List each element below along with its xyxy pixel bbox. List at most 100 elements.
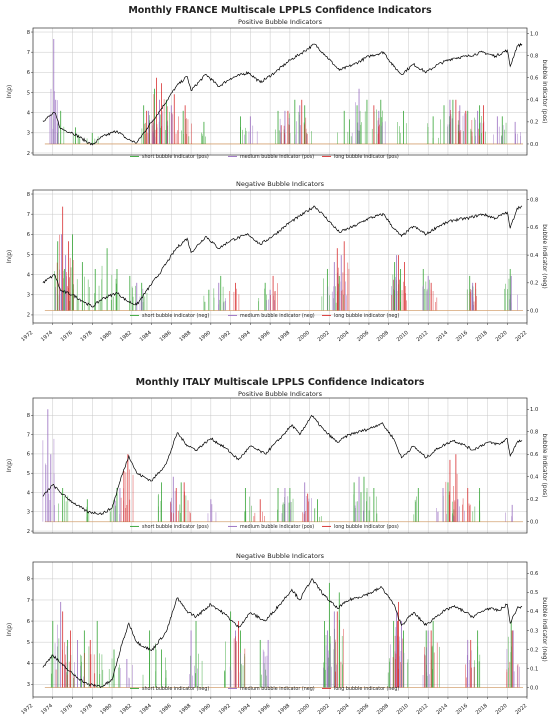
x-tick-label: 2014 [435,329,450,343]
y2-tick-label: 0.6 [530,75,538,81]
plot-area [33,562,527,697]
y2-tick-label: 0.0 [530,308,538,314]
y-tick-label: 6 [27,619,30,625]
y2-tick-label: 0.3 [530,628,538,634]
chart-title: Monthly ITALY Multiscale LPPLS Confidenc… [136,377,425,388]
y-tick-label: 3 [27,682,30,688]
y-axis-label: ln(p) [7,459,13,473]
legend-label: short bubble indicator (pos) [142,524,209,530]
x-tick-label: 1980 [99,330,113,343]
x-tick-label: 1974 [40,702,55,716]
x-tick-label: 1994 [238,329,253,343]
legend-label: medium bubble indicator (neg) [240,686,315,692]
x-tick-label: 1990 [198,330,212,343]
series-short [58,476,481,522]
y2-tick-label: 0.8 [530,53,538,59]
y2-tick-label: 0.2 [530,281,538,287]
x-tick-label: 1996 [257,330,271,343]
legend: short bubble indicator (neg) medium bubbl… [130,313,399,319]
legend-label: short bubble indicator (neg) [142,313,209,319]
y-tick-label: 3 [27,510,30,516]
y2-tick-label: 0.6 [530,571,538,577]
x-tick-label: 1984 [139,702,154,716]
legend-label: long bubble indicator (neg) [334,313,399,319]
panel-subtitle: Negative Bubble Indicators [236,180,325,188]
y2-tick-label: 0.8 [530,197,538,203]
x-tick-label: 1986 [159,330,173,343]
legend: short bubble indicator (pos) medium bubbl… [130,524,399,530]
x-tick-label: 1972 [20,703,34,716]
y2-tick-label: 0.0 [530,520,538,526]
y2-axis-label: bubble indicator (neg) [541,224,547,289]
y2-tick-label: 0.2 [530,647,538,653]
x-tick-label: 2004 [336,702,351,716]
y-tick-label: 2 [27,151,30,157]
series-medium [42,409,513,522]
x-tick-label: 1992 [218,330,232,343]
plot-frame [32,27,528,156]
y2-tick-label: 1.0 [530,407,538,413]
y2-tick-label: 1.0 [530,31,538,37]
y2-tick-label: 0.4 [530,475,539,481]
y-tick-label: 5 [27,640,30,646]
x-tick-label: 2022 [514,703,528,716]
y-tick-label: 6 [27,70,30,76]
y2-tick-label: 0.4 [530,98,539,104]
y-tick-label: 3 [27,131,30,137]
panel-1: Negative Bubble Indicators 2 3 4 5 6 7 8 0.0 0.2 0… [7,180,547,343]
x-tick-label: 1972 [20,330,34,343]
y-tick-label: 8 [27,192,30,198]
panel-subtitle: Positive Bubble Indicators [238,18,323,26]
x-tick-label: 1982 [119,330,133,343]
plot-area [33,190,527,323]
x-tick-label: 1988 [178,330,192,343]
y-tick-label: 2 [27,313,30,319]
x-tick-label: 2012 [416,330,430,343]
x-tick-label: 2020 [495,703,509,716]
x-tick-label: 2018 [475,330,489,343]
legend-label: medium bubble indicator (pos) [240,154,314,160]
y-tick-label: 8 [27,413,30,419]
y-tick-label: 5 [27,471,30,477]
plot-frame [32,189,528,324]
y-tick-label: 7 [27,432,30,438]
x-tick-label: 2006 [356,703,370,716]
y2-tick-label: 0.5 [530,590,538,596]
y-tick-label: 2 [27,529,30,535]
plot-frame [32,397,528,534]
legend-label: long bubble indicator (neg) [334,686,399,692]
y-tick-label: 5 [27,252,30,258]
x-tick-label: 1980 [99,703,113,716]
y-axis-label: ln(p) [7,623,13,637]
x-tick-label: 1992 [218,703,232,716]
x-tick-label: 1978 [80,330,94,343]
price-line [42,578,523,689]
y2-tick-label: 0.1 [530,666,538,672]
y2-tick-label: 0.2 [530,120,538,126]
x-tick-label: 1998 [277,330,291,343]
y-tick-label: 7 [27,598,30,604]
y-tick-label: 8 [27,30,30,36]
x-tick-label: 2022 [514,330,528,343]
y2-tick-label: 0.0 [530,142,538,148]
x-tick-label: 2004 [336,329,351,343]
y2-axis-label: bubble indicator (pos) [541,60,547,124]
y-axis-label: ln(p) [7,85,13,99]
panel-2: Monthly ITALY Multiscale LPPLS Confidenc… [7,377,547,535]
legend-label: medium bubble indicator (neg) [240,313,315,319]
x-tick-label: 2000 [297,330,311,343]
y-tick-label: 8 [27,577,30,583]
series-long [56,206,477,311]
x-tick-label: 1982 [119,703,133,716]
x-tick-label: 2010 [396,703,410,716]
panel-0: Monthly FRANCE Multiscale LPPLS Confiden… [7,5,547,160]
y-tick-label: 6 [27,452,30,458]
price-line [42,42,523,146]
x-tick-label: 1986 [159,703,173,716]
y2-tick-label: 0.8 [530,430,538,436]
price-line [42,205,523,308]
y2-tick-label: 0.2 [530,497,538,503]
series-medium [54,601,520,688]
panel-subtitle: Negative Bubble Indicators [236,552,325,560]
x-tick-label: 2008 [376,703,390,716]
